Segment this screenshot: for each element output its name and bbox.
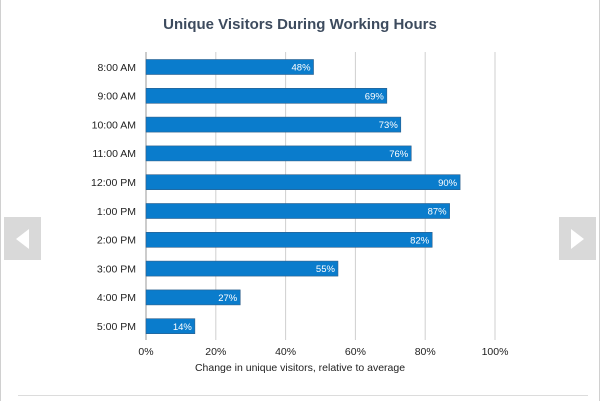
bar-value-label: 87%: [428, 207, 448, 218]
frame-border-left: [0, 0, 1, 401]
category-label: 4:00 PM: [97, 292, 136, 304]
bar[interactable]: [145, 145, 412, 162]
chart-title: Unique Visitors During Working Hours: [163, 16, 437, 33]
bar-value-label: 82%: [410, 235, 430, 246]
category-label: 2:00 PM: [97, 235, 136, 247]
x-tick-label: 60%: [345, 346, 366, 358]
bar-value-label: 73%: [379, 120, 399, 131]
x-tick-label: 40%: [275, 346, 296, 358]
category-label: 1:00 PM: [97, 206, 136, 218]
bar[interactable]: [145, 203, 450, 219]
x-axis-label: Change in unique visitors, relative to a…: [194, 362, 406, 374]
bar[interactable]: [145, 318, 196, 335]
category-label: 5:00 PM: [97, 321, 136, 333]
bar[interactable]: [145, 260, 339, 277]
category-labels: 8:00 AM 9:00 AM 10:00 AM 11:00 AM 12:00 PM 1:…: [91, 62, 136, 333]
bar[interactable]: [145, 116, 402, 133]
bar-value-label: 27%: [218, 293, 238, 304]
bars: 48% 69% 73% 76% 90% 87% 82% 55% 27% 14%: [145, 59, 461, 335]
bar[interactable]: [145, 289, 241, 306]
next-slide-button[interactable]: [559, 217, 596, 260]
category-label: 11:00 AM: [92, 148, 136, 160]
category-label: 3:00 PM: [97, 263, 136, 275]
category-label: 9:00 AM: [97, 91, 136, 103]
bar-value-label: 90%: [438, 178, 458, 189]
bar[interactable]: [145, 59, 314, 75]
x-tick-label: 80%: [415, 346, 436, 358]
x-tick-labels: 0% 20% 40% 60% 80% 100%: [138, 346, 508, 358]
arrow-right-icon: [571, 228, 584, 249]
category-label: 12:00 PM: [91, 177, 136, 189]
category-label: 8:00 AM: [97, 62, 136, 74]
previous-slide-button[interactable]: [4, 217, 41, 260]
bottom-divider: [18, 395, 588, 396]
bar-value-label: 48%: [292, 63, 312, 74]
category-label: 10:00 AM: [92, 119, 136, 131]
bar-value-label: 76%: [389, 149, 409, 160]
bar-value-label: 14%: [173, 322, 193, 333]
arrow-left-icon: [16, 228, 29, 249]
x-tick-label: 100%: [482, 346, 509, 358]
bar-value-label: 55%: [316, 264, 336, 275]
bar[interactable]: [145, 232, 433, 248]
x-tick-label: 20%: [205, 346, 226, 358]
bar[interactable]: [145, 174, 461, 190]
bar[interactable]: [145, 88, 388, 104]
bar-value-label: 69%: [365, 91, 385, 102]
x-tick-label: 0%: [138, 346, 153, 358]
